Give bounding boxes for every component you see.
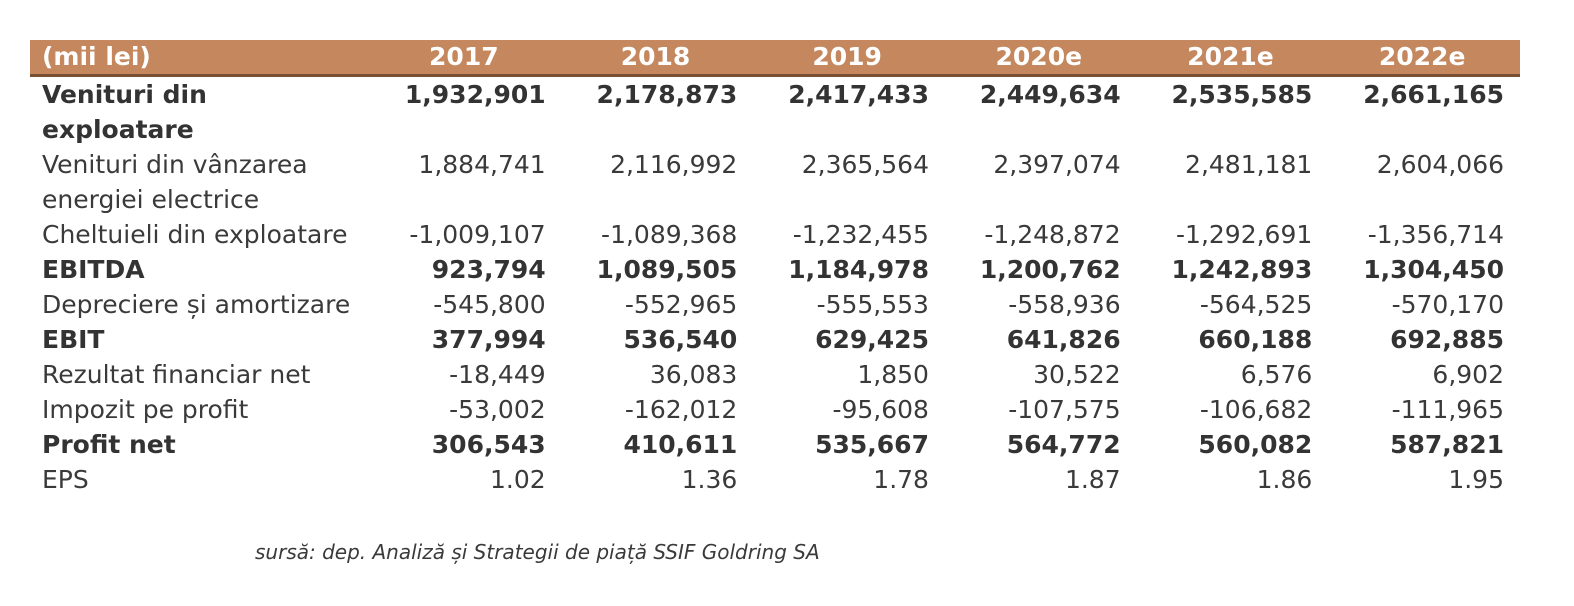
year-header-2020e: 2020e — [944, 40, 1137, 77]
value-cell-2021e: 1,242,893 — [1171, 255, 1313, 284]
row-label: Depreciere și amortizare — [42, 290, 351, 319]
value-cell-2017: 923,794 — [431, 255, 546, 284]
source-note: sursă: dep. Analiză și Strategii de piaț… — [255, 540, 820, 564]
year-header-2018: 2018 — [561, 40, 754, 77]
row-label: Profit net — [42, 430, 176, 459]
row-label: Venituri din exploatare — [42, 80, 207, 144]
value-cell-2018: 1,089,505 — [596, 255, 738, 284]
value-cell-2021e: -106,682 — [1199, 395, 1313, 424]
value-cell-2022e: 2,661,165 — [1363, 80, 1504, 109]
value-cell-2017: 1.02 — [489, 465, 546, 494]
table-header-row: (mii lei) 2017 2018 2019 2020e 2021e 202… — [30, 40, 1520, 77]
financial-table: (mii lei) 2017 2018 2019 2020e 2021e 202… — [30, 40, 1520, 497]
table-row-ebitda: EBITDA 923,794 1,089,505 1,184,978 1,200,762… — [30, 252, 1520, 287]
value-cell-2022e: -1,356,714 — [1367, 220, 1504, 249]
value-cell-2018: 536,540 — [623, 325, 738, 354]
value-cell-2021e: 660,188 — [1198, 325, 1313, 354]
value-cell-2017: -545,800 — [433, 290, 546, 319]
value-cell-2021e: -564,525 — [1199, 290, 1313, 319]
table-row-rezultat-financiar-net: Rezultat financiar net -18,449 36,083 1,850… — [30, 357, 1520, 392]
value-cell-2017: 1,932,901 — [404, 80, 546, 109]
value-cell-2018: 1.36 — [681, 465, 738, 494]
value-cell-2022e: -570,170 — [1391, 290, 1504, 319]
value-cell-2021e: 560,082 — [1198, 430, 1313, 459]
value-cell-2021e: 2,481,181 — [1185, 150, 1313, 179]
table-row-venituri-din-exploatare: Venituri din exploatare 1,932,901 2,178,87… — [30, 76, 1520, 148]
value-cell-2019: -555,553 — [816, 290, 929, 319]
value-cell-2022e: 2,604,066 — [1376, 150, 1504, 179]
value-cell-2018: 2,116,992 — [610, 150, 738, 179]
row-label: EBIT — [42, 325, 105, 354]
value-cell-2018: 410,611 — [623, 430, 738, 459]
table-row-eps: EPS 1.02 1.36 1.78 1.87 1.86 1.95 — [30, 462, 1520, 497]
row-label: EPS — [42, 465, 89, 494]
value-cell-2020e: 30,522 — [1033, 360, 1121, 389]
value-cell-2022e: -111,965 — [1391, 395, 1504, 424]
value-cell-2021e: 6,576 — [1240, 360, 1313, 389]
value-cell-2019: -1,232,455 — [792, 220, 929, 249]
table-row-profit-net: Profit net 306,543 410,611 535,667 564,772 56… — [30, 427, 1520, 462]
value-cell-2019: 2,365,564 — [801, 150, 929, 179]
value-cell-2022e: 1.95 — [1448, 465, 1504, 494]
value-cell-2020e: 2,449,634 — [979, 80, 1121, 109]
table-row-cheltuieli-din-exploatare: Cheltuieli din exploatare -1,009,107 -1,08… — [30, 217, 1520, 252]
value-cell-2018: -162,012 — [624, 395, 738, 424]
value-cell-2019: -95,608 — [832, 395, 929, 424]
value-cell-2019: 1,850 — [857, 360, 929, 389]
value-cell-2020e: 2,397,074 — [993, 150, 1121, 179]
value-cell-2022e: 587,821 — [1390, 430, 1504, 459]
value-cell-2019: 629,425 — [815, 325, 929, 354]
value-cell-2022e: 692,885 — [1390, 325, 1504, 354]
value-cell-2020e: 641,826 — [1006, 325, 1121, 354]
value-cell-2019: 1,184,978 — [788, 255, 929, 284]
value-cell-2019: 535,667 — [815, 430, 929, 459]
value-cell-2017: -53,002 — [449, 395, 546, 424]
value-cell-2020e: -1,248,872 — [984, 220, 1121, 249]
value-cell-2019: 1.78 — [873, 465, 929, 494]
year-header-2021e: 2021e — [1136, 40, 1329, 77]
row-label: Cheltuieli din exploatare — [42, 220, 348, 249]
value-cell-2017: 306,543 — [431, 430, 546, 459]
row-label: Venituri din vânzarea energiei electrice — [42, 150, 308, 214]
table-row-depreciere-si-amortizare: Depreciere și amortizare -545,800 -552,965… — [30, 287, 1520, 322]
table-row-ebit: EBIT 377,994 536,540 629,425 641,826 660,188 6… — [30, 322, 1520, 357]
year-header-2017: 2017 — [370, 40, 562, 77]
value-cell-2017: -18,449 — [449, 360, 546, 389]
row-label: Rezultat financiar net — [42, 360, 311, 389]
value-cell-2017: 1,884,741 — [418, 150, 546, 179]
value-cell-2020e: 564,772 — [1006, 430, 1121, 459]
value-cell-2018: -552,965 — [624, 290, 738, 319]
value-cell-2021e: 2,535,585 — [1171, 80, 1313, 109]
value-cell-2017: -1,009,107 — [409, 220, 546, 249]
row-label: EBITDA — [42, 255, 145, 284]
value-cell-2019: 2,417,433 — [788, 80, 929, 109]
table-body: Venituri din exploatare 1,932,901 2,178,87… — [30, 76, 1520, 498]
value-cell-2018: 2,178,873 — [596, 80, 738, 109]
value-cell-2020e: 1,200,762 — [979, 255, 1121, 284]
table-row-venituri-din-vanzarea-energiei-electrice: Venituri din vânzarea energiei electrice… — [30, 147, 1520, 217]
value-cell-2021e: -1,292,691 — [1176, 220, 1313, 249]
financial-table-container: (mii lei) 2017 2018 2019 2020e 2021e 202… — [30, 40, 1520, 497]
value-cell-2020e: -558,936 — [1008, 290, 1121, 319]
units-header: (mii lei) — [30, 40, 370, 77]
value-cell-2018: 36,083 — [649, 360, 738, 389]
year-header-2022e: 2022e — [1328, 40, 1520, 77]
value-cell-2018: -1,089,368 — [601, 220, 738, 249]
value-cell-2022e: 6,902 — [1432, 360, 1504, 389]
value-cell-2017: 377,994 — [431, 325, 546, 354]
value-cell-2022e: 1,304,450 — [1363, 255, 1504, 284]
table-row-impozit-pe-profit: Impozit pe profit -53,002 -162,012 -95,608 -… — [30, 392, 1520, 427]
row-label: Impozit pe profit — [42, 395, 249, 424]
year-header-2019: 2019 — [753, 40, 945, 77]
value-cell-2020e: -107,575 — [1008, 395, 1121, 424]
value-cell-2020e: 1.87 — [1064, 465, 1121, 494]
value-cell-2021e: 1.86 — [1256, 465, 1313, 494]
